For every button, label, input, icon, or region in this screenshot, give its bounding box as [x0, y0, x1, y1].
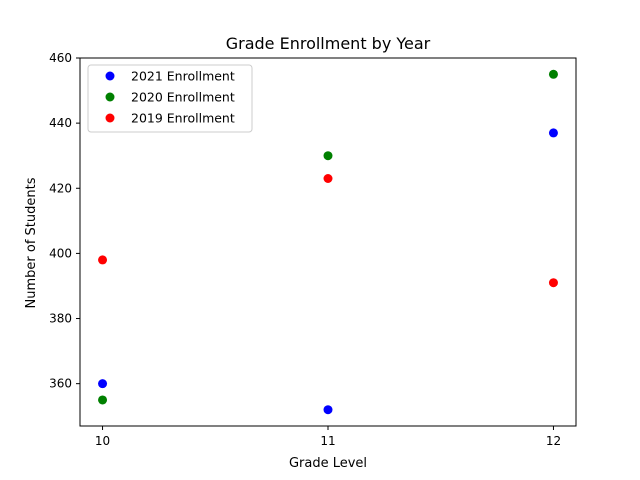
axis-ticks: 10 11 12 360 380 400 420 440 460 [49, 51, 561, 448]
legend-marker [105, 71, 115, 81]
y-tick-label: 420 [49, 181, 72, 195]
data-points [98, 69, 558, 415]
legend-marker [105, 92, 115, 102]
legend-marker [105, 113, 115, 123]
legend-label: 2019 Enrollment [131, 111, 235, 126]
y-axis-label: Number of Students [24, 177, 39, 308]
chart-title: Grade Enrollment by Year [226, 34, 431, 53]
legend-box [87, 64, 253, 133]
data-point [323, 173, 333, 183]
series-3 [98, 173, 558, 288]
data-point [548, 69, 558, 79]
data-point [323, 151, 333, 161]
data-point [548, 278, 558, 288]
legend-label: 2021 Enrollment [131, 69, 235, 84]
y-tick-label: 360 [49, 377, 72, 391]
y-tick-label: 400 [49, 246, 72, 260]
x-axis-label: Grade Level [289, 456, 367, 471]
data-point [323, 405, 333, 415]
x-tick-label: 10 [95, 434, 110, 448]
x-tick-label: 11 [320, 434, 335, 448]
series-2 [98, 69, 558, 405]
y-tick-label: 380 [49, 312, 72, 326]
data-point [98, 395, 108, 405]
plot-area-frame [79, 57, 577, 427]
legend: 2021 Enrollment 2020 Enrollment 2019 Enrol… [87, 64, 253, 133]
legend-label: 2020 Enrollment [131, 90, 235, 105]
data-point [98, 255, 108, 265]
series-1 [98, 128, 558, 415]
y-tick-label: 460 [49, 51, 72, 65]
y-tick-label: 440 [49, 116, 72, 130]
x-tick-label: 12 [546, 434, 561, 448]
data-point [98, 379, 108, 389]
data-point [548, 128, 558, 138]
